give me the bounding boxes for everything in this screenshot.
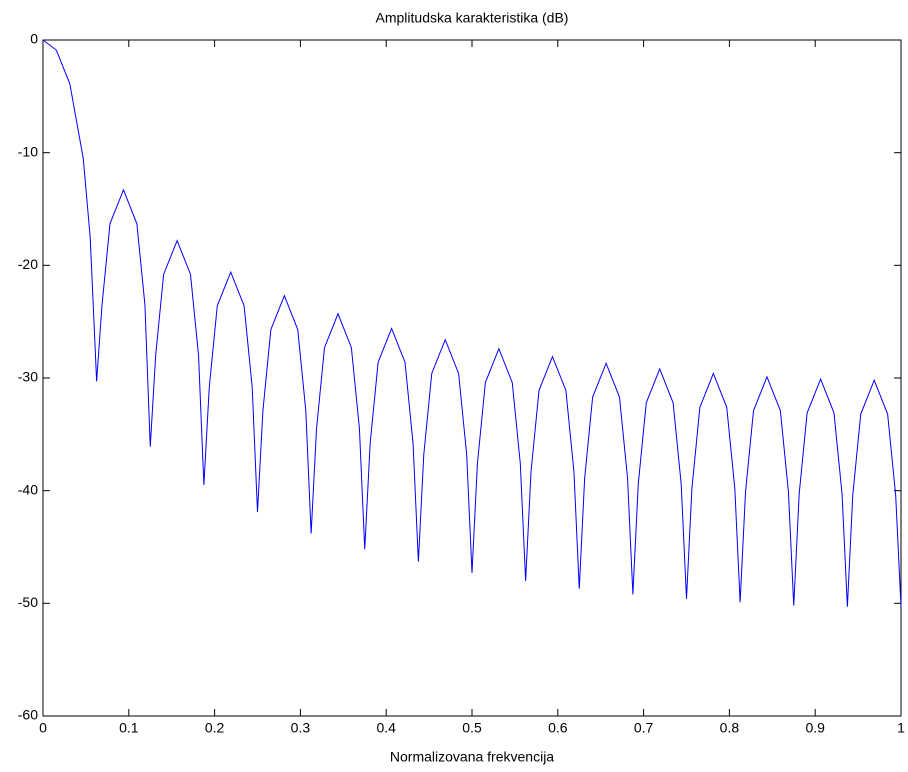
y-tick-label: -10 [18, 143, 38, 159]
chart-title: Amplitudska karakteristika (dB) [376, 10, 569, 26]
y-tick-label: 0 [30, 31, 38, 47]
x-tick-label: 0.3 [291, 720, 311, 736]
y-tick-label: -20 [18, 256, 38, 272]
x-tick-label: 0.9 [805, 720, 825, 736]
x-tick-label: 0 [39, 720, 47, 736]
y-tick-label: -60 [18, 707, 38, 723]
data-line [42, 39, 902, 607]
x-tick-label: 0.5 [462, 720, 482, 736]
x-tick-label: 1 [897, 720, 905, 736]
plot-area [42, 39, 902, 717]
x-tick-label: 0.2 [205, 720, 225, 736]
x-tick-label: 0.4 [376, 720, 396, 736]
y-tick-label: -30 [18, 369, 38, 385]
y-tick-label: -40 [18, 481, 38, 497]
x-axis-label: Normalizovana frekvencija [390, 749, 554, 765]
x-tick-label: 0.8 [720, 720, 740, 736]
x-tick-label: 0.7 [634, 720, 654, 736]
y-tick-label: -50 [18, 594, 38, 610]
x-tick-label: 0.6 [548, 720, 568, 736]
x-tick-label: 0.1 [119, 720, 139, 736]
